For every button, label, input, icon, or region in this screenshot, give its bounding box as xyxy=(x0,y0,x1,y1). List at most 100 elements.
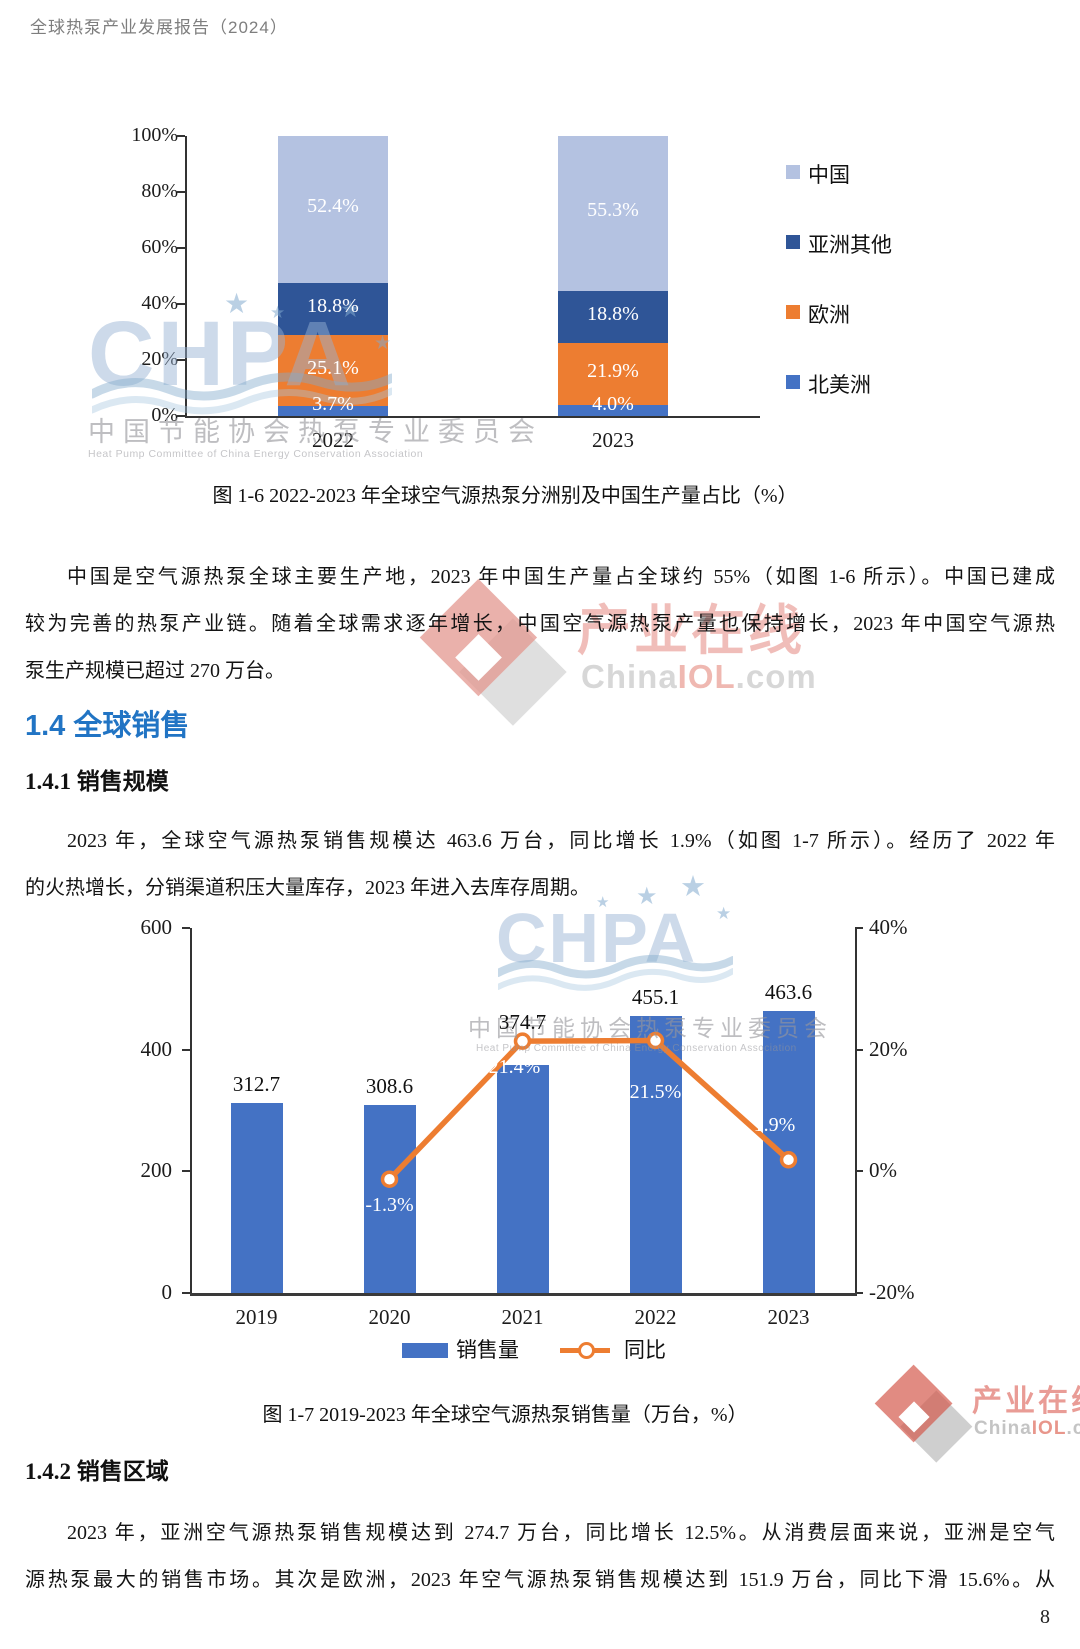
legend-label-北美洲: 北美洲 xyxy=(808,373,871,397)
yoy-marker xyxy=(779,1151,798,1169)
legend-line-marker xyxy=(578,1342,595,1359)
bar-value-label: 308.6 xyxy=(365,1074,414,1099)
paragraph-line: 泵生产规模已超过 270 万台。 xyxy=(25,660,285,682)
y-axis-tick-label: 20% xyxy=(141,348,178,370)
bar-segment-北美洲 xyxy=(278,405,388,416)
section-heading-1-4-1: 1.4.1 销售规模 xyxy=(25,769,169,794)
right-axis-tick-label: 0% xyxy=(869,1158,897,1183)
bar-segment-中国 xyxy=(558,136,668,291)
page-header: 全球热泵产业发展报告（2024） xyxy=(30,18,288,37)
yoy-value-label: 21.5% xyxy=(629,1080,682,1103)
paragraph-line: 的火热增长，分销渠道积压大量库存，2023 年进入去库存周期。 xyxy=(25,877,590,899)
bar-segment-北美洲 xyxy=(558,404,668,416)
bar-segment-label: 18.8% xyxy=(307,295,359,318)
right-axis-tick xyxy=(855,1048,863,1051)
left-axis-tick xyxy=(182,1292,190,1294)
x-axis-category-label: 2023 xyxy=(592,428,634,452)
legend-swatch-北美洲 xyxy=(786,375,800,389)
bar-segment-中国 xyxy=(278,136,388,283)
sales-bar xyxy=(629,1016,682,1293)
bar-segment-label: 25.1% xyxy=(307,356,359,379)
y-axis-tick xyxy=(177,135,185,137)
right-axis-tick-label: 40% xyxy=(869,915,908,939)
y-axis-tick-label: 100% xyxy=(131,124,178,146)
bar-value-label: 312.7 xyxy=(232,1071,281,1096)
chinaiol-logo-icon xyxy=(420,579,567,726)
x-axis-category-label: 2021 xyxy=(501,1305,544,1329)
chinaiol-name: 产业在线 xyxy=(972,1385,1080,1418)
sales-bar xyxy=(363,1105,416,1293)
left-axis-tick-label: 200 xyxy=(140,1158,173,1183)
chinaiol-domain: ChinaIOL.com xyxy=(974,1418,1080,1439)
y-axis-tick-label: 80% xyxy=(141,180,178,202)
yoy-marker xyxy=(380,1170,399,1188)
paragraph-line: 较为完善的热泵产业链。随着全球需求逐年增长，中国空气源热泵产量也保持增长，202… xyxy=(25,613,1055,635)
bar-segment-label: 55.3% xyxy=(587,199,639,222)
page-number: 8 xyxy=(1040,1606,1050,1628)
left-axis-tick-label: 600 xyxy=(140,915,173,939)
legend-label-yoy: 同比 xyxy=(624,1338,666,1362)
section-heading-1-4-2: 1.4.2 销售区域 xyxy=(25,1459,169,1484)
bar-segment-label: 4.0% xyxy=(592,393,634,415)
left-axis-tick xyxy=(182,927,190,929)
legend-label-中国: 中国 xyxy=(808,163,850,187)
paragraph-line: 2023 年，亚洲空气源热泵销售规模达到 274.7 万台，同比增长 12.5%… xyxy=(67,1522,1055,1544)
figure-1-7-caption: 图 1-7 2019-2023 年全球空气源热泵销售量（万台，%） xyxy=(262,1404,748,1426)
bar-segment-亚洲其他 xyxy=(558,290,668,344)
bar-segment-亚洲其他 xyxy=(278,282,388,336)
left-axis-tick-label: 400 xyxy=(140,1036,173,1061)
bar-segment-label: 21.9% xyxy=(587,360,639,383)
left-axis-tick-label: 0 xyxy=(161,1280,173,1304)
sales-bar xyxy=(496,1065,549,1293)
y-axis-tick-label: 40% xyxy=(141,292,178,314)
x-axis-category-label: 2023 xyxy=(767,1305,810,1329)
figure-1-6-chart: CHPA ★ ★ ★ ★ 中国节能协会热泵专业委员会 Heat Pump Com… xyxy=(0,110,1080,475)
bar-segment-label: 3.7% xyxy=(312,393,354,415)
star-icon: ★ xyxy=(716,904,732,923)
yoy-line xyxy=(380,1031,798,1188)
right-axis-tick xyxy=(855,927,863,929)
yoy-marker xyxy=(646,1031,665,1050)
figure-1-7-chart: CHPA ★ ★ ★ ★ 中国节能协会热泵专业委员会 Heat Pump Com… xyxy=(0,873,1080,1373)
y-axis-tick xyxy=(177,415,185,417)
legend-swatch-中国 xyxy=(786,165,800,179)
right-axis-tick-label: 20% xyxy=(869,1036,908,1061)
bar-value-label: 374.7 xyxy=(498,1010,547,1035)
right-axis-tick xyxy=(855,1170,863,1173)
legend-label-欧洲: 欧洲 xyxy=(808,303,850,327)
star-icon: ★ xyxy=(224,288,250,319)
left-axis-tick xyxy=(182,1048,190,1051)
paragraph-line: 中国是空气源热泵全球主要生产地，2023 年中国生产量占全球约 55%（如图 1… xyxy=(67,566,1055,588)
y-axis-tick-label: 0% xyxy=(151,404,178,426)
yoy-marker xyxy=(513,1032,532,1050)
paragraph-line: 2023 年，全球空气源热泵销售规模达 463.6 万台，同比增长 1.9%（如… xyxy=(67,830,1055,852)
y-axis-tick xyxy=(177,247,185,249)
yoy-value-label: 21.4% xyxy=(488,1056,541,1079)
y-axis-line xyxy=(185,136,187,418)
legend-swatch-欧洲 xyxy=(786,305,800,319)
x-axis-category-label: 2020 xyxy=(368,1305,411,1329)
x-axis-line xyxy=(185,416,760,418)
y-axis-tick xyxy=(177,303,185,305)
bar-segment-欧洲 xyxy=(278,335,388,406)
x-axis-category-label: 2022 xyxy=(312,428,354,452)
left-axis-tick xyxy=(182,1170,190,1173)
legend-label-亚洲其他: 亚洲其他 xyxy=(808,233,892,257)
yoy-value-label: -1.3% xyxy=(365,1194,414,1217)
x-axis-line xyxy=(190,1293,857,1296)
right-axis-line xyxy=(855,928,857,1295)
right-axis-tick-label: -20% xyxy=(869,1280,915,1304)
y-axis-tick xyxy=(177,359,185,361)
bar-segment-label: 18.8% xyxy=(587,303,639,326)
right-axis-tick xyxy=(855,1292,863,1294)
legend-label-sales: 销售量 xyxy=(456,1338,519,1362)
bar-value-label: 463.6 xyxy=(764,979,813,1004)
y-axis-tick xyxy=(177,191,185,193)
bar-segment-label: 52.4% xyxy=(307,195,359,218)
y-axis-tick-label: 60% xyxy=(141,236,178,258)
x-axis-category-label: 2019 xyxy=(235,1305,278,1329)
x-axis-category-label: 2022 xyxy=(634,1305,677,1329)
yoy-value-label: 1.9% xyxy=(753,1113,796,1136)
bar-segment-欧洲 xyxy=(558,343,668,405)
